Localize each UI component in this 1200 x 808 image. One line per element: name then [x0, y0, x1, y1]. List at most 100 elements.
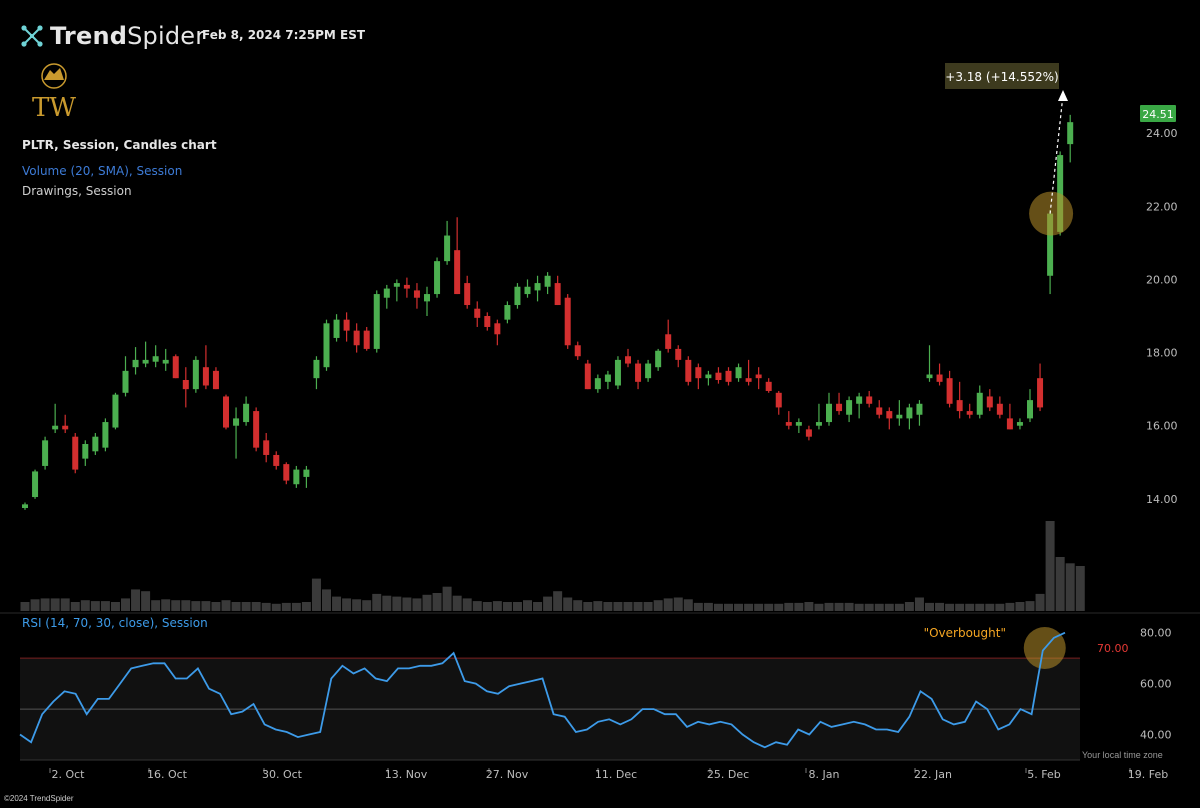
candle-body[interactable] — [826, 403, 832, 423]
candle-body[interactable] — [976, 392, 983, 415]
candle-body[interactable] — [132, 359, 139, 368]
candle-body[interactable] — [896, 414, 903, 419]
candle-body[interactable] — [52, 425, 59, 430]
candle-body[interactable] — [1067, 122, 1074, 145]
candle-body[interactable] — [574, 345, 581, 357]
candle-body[interactable] — [303, 469, 310, 477]
candle-body[interactable] — [172, 356, 179, 379]
candle-body[interactable] — [916, 403, 923, 415]
candle-body[interactable] — [815, 422, 822, 426]
candle-body[interactable] — [906, 407, 913, 419]
candle-body[interactable] — [655, 350, 662, 368]
candle-body[interactable] — [986, 396, 993, 408]
candle-body[interactable] — [1057, 155, 1064, 232]
volume-legend[interactable]: Volume (20, SMA), Session — [22, 164, 183, 178]
candle-body[interactable] — [102, 422, 109, 448]
candle-body[interactable] — [212, 370, 219, 390]
candle-body[interactable] — [946, 378, 953, 404]
candle-body[interactable] — [604, 374, 611, 382]
candle-body[interactable] — [745, 378, 752, 382]
candle-body[interactable] — [1027, 400, 1033, 419]
candle-body[interactable] — [273, 454, 280, 466]
candle-body[interactable] — [353, 330, 360, 346]
rsi-legend[interactable]: RSI (14, 70, 30, close), Session — [22, 616, 208, 630]
candle-body[interactable] — [253, 411, 260, 448]
candle-body[interactable] — [464, 283, 471, 306]
candle-body[interactable] — [966, 411, 973, 415]
candle-body[interactable] — [474, 308, 481, 318]
candle-body[interactable] — [313, 359, 320, 379]
candle-body[interactable] — [645, 363, 652, 379]
candle-body[interactable] — [444, 235, 451, 262]
candle-body[interactable] — [735, 367, 742, 379]
candle-body[interactable] — [936, 374, 943, 382]
candle-body[interactable] — [544, 275, 551, 287]
candle-body[interactable] — [62, 425, 69, 430]
candle-body[interactable] — [343, 319, 350, 331]
candle-body[interactable] — [383, 288, 390, 298]
candle-body[interactable] — [715, 372, 722, 380]
candle-body[interactable] — [363, 330, 370, 349]
candle-body[interactable] — [805, 429, 812, 437]
candle-body[interactable] — [293, 469, 300, 485]
candle-body[interactable] — [112, 394, 119, 428]
candle-body[interactable] — [665, 334, 672, 349]
candle-body[interactable] — [534, 283, 541, 291]
candle-body[interactable] — [42, 440, 49, 466]
candle-body[interactable] — [92, 436, 99, 452]
candle-body[interactable] — [635, 363, 642, 382]
candle-body[interactable] — [956, 400, 963, 412]
candle-body[interactable] — [323, 323, 330, 368]
candle-body[interactable] — [223, 396, 229, 428]
candle-body[interactable] — [263, 440, 270, 455]
candle-body[interactable] — [594, 378, 601, 390]
candle-body[interactable] — [1006, 418, 1013, 430]
candle-body[interactable] — [584, 363, 591, 390]
candle-body[interactable] — [695, 367, 702, 379]
candle-body[interactable] — [554, 283, 561, 306]
candle-body[interactable] — [142, 359, 149, 364]
candle-body[interactable] — [685, 359, 692, 382]
candle-body[interactable] — [856, 396, 863, 404]
candle-body[interactable] — [393, 283, 400, 287]
candle-body[interactable] — [564, 297, 571, 346]
candle-body[interactable] — [705, 374, 712, 379]
main-series-legend[interactable]: PLTR, Session, Candles chart — [22, 138, 217, 152]
candle-body[interactable] — [625, 356, 631, 364]
candle-body[interactable] — [725, 370, 732, 382]
candle-body[interactable] — [22, 504, 28, 508]
candle-body[interactable] — [785, 422, 792, 426]
candle-body[interactable] — [333, 319, 340, 338]
candle-body[interactable] — [72, 436, 79, 470]
candle-body[interactable] — [765, 381, 772, 391]
candle-body[interactable] — [524, 286, 531, 295]
candle-body[interactable] — [484, 316, 491, 327]
candle-body[interactable] — [846, 400, 853, 415]
candle-body[interactable] — [504, 305, 511, 320]
candle-body[interactable] — [182, 380, 189, 390]
candle-body[interactable] — [1016, 422, 1023, 426]
candle-body[interactable] — [1047, 213, 1054, 276]
candle-body[interactable] — [996, 403, 1003, 415]
candle-body[interactable] — [202, 367, 209, 386]
candle-body[interactable] — [926, 374, 933, 379]
candle-body[interactable] — [886, 411, 893, 419]
candle-body[interactable] — [233, 418, 240, 426]
candle-body[interactable] — [836, 403, 843, 412]
candle-body[interactable] — [795, 422, 802, 426]
candle-body[interactable] — [413, 290, 420, 298]
candle-body[interactable] — [1037, 378, 1044, 408]
candle-body[interactable] — [675, 348, 682, 360]
candle-body[interactable] — [434, 261, 441, 295]
candle-body[interactable] — [283, 464, 290, 481]
candle-body[interactable] — [775, 392, 782, 408]
candle-body[interactable] — [162, 359, 169, 364]
candle-body[interactable] — [424, 294, 430, 302]
timezone-label[interactable]: Your local time zone — [1082, 750, 1163, 760]
candle-body[interactable] — [243, 403, 250, 423]
rsi-line[interactable] — [19, 631, 1066, 749]
candle-body[interactable] — [614, 359, 621, 386]
candle-body[interactable] — [32, 471, 39, 498]
candle-body[interactable] — [755, 374, 762, 379]
